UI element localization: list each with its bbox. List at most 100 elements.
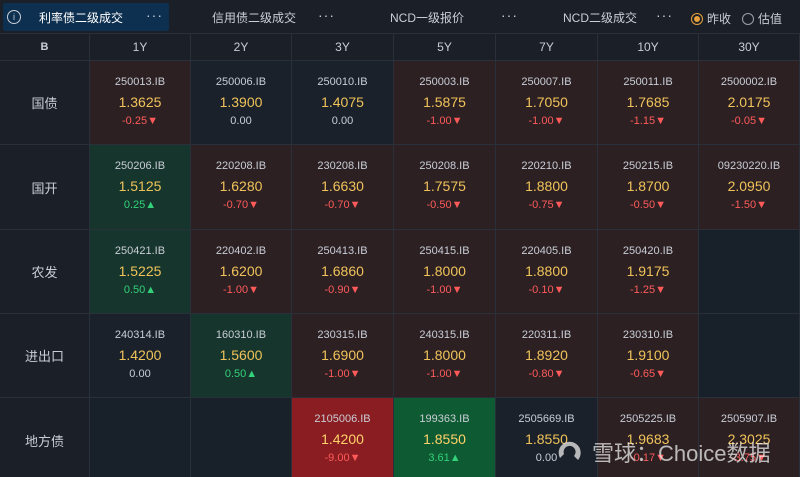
quote-cell[interactable]: 250003.IB 1.5875 -1.00▼ <box>394 61 496 145</box>
yield-value: 1.8920 <box>525 347 568 363</box>
tab-label: NCD二级成交 <box>563 10 637 25</box>
yield-value: 1.5225 <box>118 263 162 279</box>
yield-value: 1.3900 <box>219 94 263 110</box>
yield-value: 1.9175 <box>626 263 670 279</box>
bond-code: 250413.IB <box>317 245 368 257</box>
column-header-7y[interactable]: 7Y <box>496 34 598 61</box>
yield-change: -1.00▼ <box>426 284 463 296</box>
quote-cell[interactable]: 2500002.IB 2.0175 -0.05▼ <box>699 61 800 145</box>
yield-value: 1.7575 <box>423 178 466 194</box>
quote-cell[interactable]: 250006.IB 1.3900 0.00 <box>191 61 292 145</box>
yield-value: 1.5600 <box>219 347 263 363</box>
bond-code: 2105006.IB <box>314 413 371 425</box>
bond-code: 250011.IB <box>623 76 673 88</box>
empty-cell <box>191 398 292 477</box>
yield-value: 1.6900 <box>321 347 364 363</box>
bond-code: 2500002.IB <box>720 76 778 88</box>
quote-cell[interactable]: 250011.IB 1.7685 -1.15▼ <box>598 61 699 145</box>
quote-cell[interactable]: 220210.IB 1.8800 -0.75▼ <box>496 145 598 230</box>
quote-cell[interactable]: 250013.IB 1.3625 -0.25▼ <box>90 61 191 145</box>
quote-cell[interactable]: 2505669.IB 1.8550 0.00 <box>496 398 598 477</box>
tab-ncd-primary-quote[interactable]: NCD一级报价 ··· <box>355 3 533 31</box>
radio-valuation[interactable]: 估值 <box>742 10 782 27</box>
quote-cell[interactable]: 160310.IB 1.5600 0.50▲ <box>191 314 292 398</box>
bond-code: 250007.IB <box>521 76 572 88</box>
column-header-10y[interactable]: 10Y <box>598 34 699 61</box>
yield-change: -1.15▼ <box>630 115 666 127</box>
row-label: 进出口 <box>0 314 90 398</box>
column-header-3y[interactable]: 3Y <box>292 34 394 61</box>
yield-change: -0.25▼ <box>122 115 158 127</box>
bond-code: 220311.IB <box>521 329 572 341</box>
quote-cell[interactable]: 220311.IB 1.8920 -0.80▼ <box>496 314 598 398</box>
quote-cell[interactable]: 230310.IB 1.9100 -0.65▼ <box>598 314 699 398</box>
yield-change: -0.05▼ <box>731 115 767 127</box>
column-header-1y[interactable]: 1Y <box>90 34 191 61</box>
bond-code: 220210.IB <box>521 160 572 172</box>
tab-label: 信用债二级成交 <box>212 10 297 25</box>
yield-change: 0.00 <box>535 452 558 464</box>
quote-cell[interactable]: 230315.IB 1.6900 -1.00▼ <box>292 314 394 398</box>
quote-cell[interactable]: 250010.IB 1.4075 0.00 <box>292 61 394 145</box>
quote-cell[interactable]: 09230220.IB 2.0950 -1.50▼ <box>699 145 800 230</box>
bond-code: 250010.IB <box>317 76 368 88</box>
quote-cell[interactable]: 240315.IB 1.8000 -1.00▼ <box>394 314 496 398</box>
quote-cell[interactable]: 250420.IB 1.9175 -1.25▼ <box>598 230 699 314</box>
tab-bar: i 利率债二级成交 ··· 信用债二级成交 ··· NCD一级报价 ··· NC… <box>0 0 800 34</box>
more-options-icon[interactable]: ··· <box>656 7 673 23</box>
quote-cell[interactable]: 220402.IB 1.6200 -1.00▼ <box>191 230 292 314</box>
snowball-logo-icon <box>558 441 581 460</box>
quote-cell[interactable]: 250206.IB 1.5125 0.25▲ <box>90 145 191 230</box>
yield-value: 1.8700 <box>626 178 670 194</box>
more-options-icon[interactable]: ··· <box>146 7 163 23</box>
radio-label: 估值 <box>758 12 783 26</box>
quote-cell[interactable]: 250007.IB 1.7050 -1.00▼ <box>496 61 598 145</box>
empty-cell <box>699 314 800 398</box>
radio-dot[interactable] <box>742 12 754 25</box>
tab-rate-bond-secondary[interactable]: i 利率债二级成交 ··· <box>3 3 169 31</box>
quote-cell[interactable]: 220208.IB 1.6280 -0.70▼ <box>191 145 292 230</box>
bond-code: 230208.IB <box>317 160 368 172</box>
bond-code: 220402.IB <box>215 245 267 257</box>
column-header-30y[interactable]: 30Y <box>699 34 800 61</box>
bond-code: 250208.IB <box>419 160 470 172</box>
yield-value: 1.6280 <box>219 178 263 194</box>
yield-change: -1.00▼ <box>324 368 361 380</box>
column-header-5y[interactable]: 5Y <box>394 34 496 61</box>
yield-value: 1.5125 <box>118 178 162 194</box>
yield-change: 0.25▲ <box>123 199 157 211</box>
radio-previous-close[interactable]: 昨收 <box>691 10 731 27</box>
row-label: 国开 <box>0 145 90 230</box>
yield-change: -0.50▼ <box>630 199 666 211</box>
quote-cell[interactable]: 199363.IB 1.8550 3.61▲ <box>394 398 496 477</box>
quote-cell[interactable]: 250208.IB 1.7575 -0.50▼ <box>394 145 496 230</box>
yield-change: -0.50▼ <box>426 199 463 211</box>
quote-cell[interactable]: 250413.IB 1.6860 -0.90▼ <box>292 230 394 314</box>
yield-change: -0.70▼ <box>324 199 361 211</box>
yield-change: 0.00 <box>331 115 354 127</box>
bond-code: 240314.IB <box>114 329 166 341</box>
quote-cell[interactable]: 250215.IB 1.8700 -0.50▼ <box>598 145 699 230</box>
yield-value: 1.6860 <box>321 263 364 279</box>
more-options-icon[interactable]: ··· <box>318 7 335 23</box>
bond-code: 250206.IB <box>114 160 166 172</box>
yield-value: 1.6200 <box>219 263 263 279</box>
quote-cell[interactable]: 2505907.IB 2.3025 -3.75▼ <box>699 398 800 477</box>
info-icon[interactable]: i <box>7 10 21 24</box>
tab-credit-bond-secondary[interactable]: 信用债二级成交 ··· <box>172 3 350 31</box>
quote-cell[interactable]: 220405.IB 1.8800 -0.10▼ <box>496 230 598 314</box>
bond-code: 250006.IB <box>215 76 267 88</box>
bond-code: 2505907.IB <box>720 413 778 425</box>
yield-change: -0.90▼ <box>324 284 361 296</box>
quote-cell[interactable]: 2505225.IB 1.9683 -0.17▼ <box>598 398 699 477</box>
yield-change: -1.25▼ <box>630 284 666 296</box>
quote-cell[interactable]: 250421.IB 1.5225 0.50▲ <box>90 230 191 314</box>
column-header-2y[interactable]: 2Y <box>191 34 292 61</box>
radio-dot[interactable] <box>691 12 703 25</box>
quote-cell[interactable]: 250415.IB 1.8000 -1.00▼ <box>394 230 496 314</box>
quote-cell[interactable]: 2105006.IB 1.4200 -9.00▼ <box>292 398 394 477</box>
quote-cell[interactable]: 230208.IB 1.6630 -0.70▼ <box>292 145 394 230</box>
tab-ncd-secondary[interactable]: NCD二级成交 ··· <box>536 3 684 31</box>
more-options-icon[interactable]: ··· <box>501 7 518 23</box>
quote-cell[interactable]: 240314.IB 1.4200 0.00 <box>90 314 191 398</box>
